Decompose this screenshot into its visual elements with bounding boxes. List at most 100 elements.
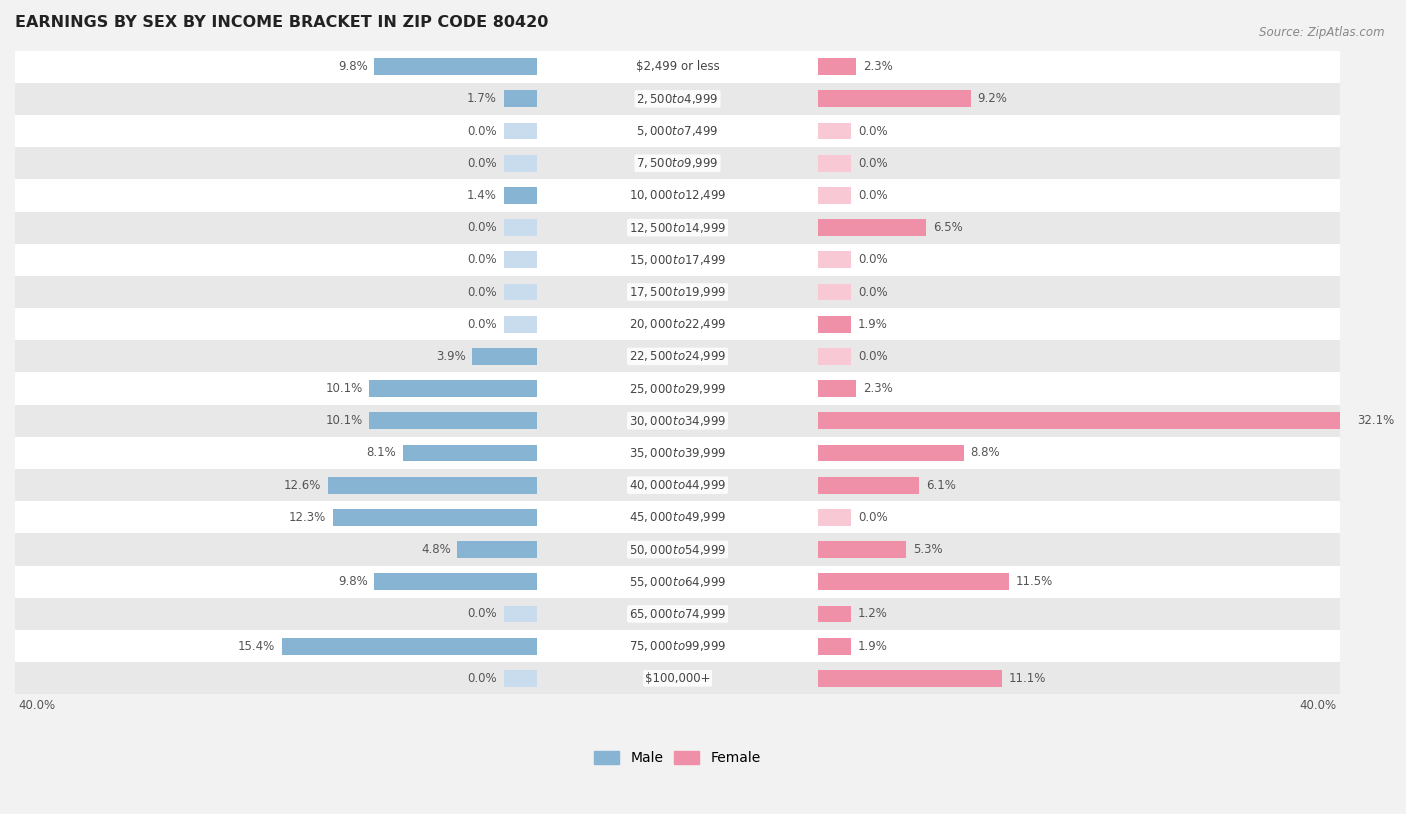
Bar [818,509,852,526]
Bar [503,219,537,236]
Bar [374,59,537,75]
Text: 0.0%: 0.0% [858,189,887,202]
Bar [472,348,537,365]
Bar [818,348,852,365]
Bar [15,50,1340,83]
Text: 0.0%: 0.0% [467,157,496,170]
Text: $40,000 to $44,999: $40,000 to $44,999 [628,478,727,492]
Text: 0.0%: 0.0% [467,253,496,266]
Text: 1.2%: 1.2% [858,607,889,620]
Text: 0.0%: 0.0% [467,607,496,620]
Text: 10.1%: 10.1% [326,414,363,427]
Bar [818,252,852,268]
Text: 9.2%: 9.2% [977,92,1007,105]
Bar [15,533,1340,566]
Text: 10.1%: 10.1% [326,382,363,395]
Text: 8.8%: 8.8% [970,447,1001,459]
Bar [503,606,537,623]
Text: 9.8%: 9.8% [337,575,368,589]
Text: 12.6%: 12.6% [284,479,322,492]
Bar [15,663,1340,694]
Bar [402,444,537,462]
Bar [15,630,1340,663]
Text: 0.0%: 0.0% [858,511,887,524]
Bar [15,83,1340,115]
Text: 0.0%: 0.0% [858,253,887,266]
Text: 11.1%: 11.1% [1010,672,1046,685]
Bar [15,147,1340,179]
Text: 32.1%: 32.1% [1357,414,1393,427]
Bar [15,115,1340,147]
Text: 0.0%: 0.0% [467,286,496,299]
Bar [15,212,1340,243]
Text: 9.8%: 9.8% [337,60,368,73]
Bar [503,316,537,333]
Text: 1.9%: 1.9% [858,317,889,330]
Bar [503,90,537,107]
Bar [15,243,1340,276]
Text: 1.4%: 1.4% [467,189,496,202]
Bar [15,309,1340,340]
Text: 2.3%: 2.3% [863,382,893,395]
Bar [818,606,852,623]
Text: 1.7%: 1.7% [467,92,496,105]
Text: 11.5%: 11.5% [1015,575,1053,589]
Bar [15,566,1340,597]
Bar [503,155,537,172]
Bar [370,413,537,429]
Bar [503,252,537,268]
Text: 1.9%: 1.9% [858,640,889,653]
Bar [503,283,537,300]
Bar [328,477,537,493]
Bar [818,444,965,462]
Bar [818,380,856,397]
Bar [374,573,537,590]
Bar [457,541,537,558]
Text: 0.0%: 0.0% [467,672,496,685]
Bar [818,155,852,172]
Bar [15,469,1340,501]
Text: $7,500 to $9,999: $7,500 to $9,999 [637,156,718,170]
Text: $30,000 to $34,999: $30,000 to $34,999 [628,414,727,428]
Bar [818,90,970,107]
Bar [818,638,852,654]
Text: 0.0%: 0.0% [467,221,496,234]
Text: $2,500 to $4,999: $2,500 to $4,999 [637,92,718,106]
Text: $45,000 to $49,999: $45,000 to $49,999 [628,510,727,524]
Bar [15,501,1340,533]
Text: 5.3%: 5.3% [912,543,942,556]
Bar [333,509,537,526]
Bar [818,573,1010,590]
Text: 0.0%: 0.0% [467,317,496,330]
Text: $17,500 to $19,999: $17,500 to $19,999 [628,285,727,299]
Text: $10,000 to $12,499: $10,000 to $12,499 [628,188,727,203]
Text: $25,000 to $29,999: $25,000 to $29,999 [628,382,725,396]
Text: 40.0%: 40.0% [18,699,55,712]
Bar [15,276,1340,309]
Text: 8.1%: 8.1% [366,447,396,459]
Text: 40.0%: 40.0% [1299,699,1337,712]
Text: 3.9%: 3.9% [436,350,465,363]
Bar [818,541,905,558]
Bar [503,670,537,687]
Text: $12,500 to $14,999: $12,500 to $14,999 [628,221,727,234]
Bar [15,405,1340,437]
Text: 4.8%: 4.8% [420,543,451,556]
Bar [818,219,927,236]
Bar [818,477,920,493]
Text: 15.4%: 15.4% [238,640,276,653]
Text: $35,000 to $39,999: $35,000 to $39,999 [628,446,727,460]
Bar [281,638,537,654]
Text: 0.0%: 0.0% [858,350,887,363]
Bar [503,187,537,204]
Text: 0.0%: 0.0% [858,157,887,170]
Text: $15,000 to $17,499: $15,000 to $17,499 [628,253,727,267]
Text: $65,000 to $74,999: $65,000 to $74,999 [628,607,727,621]
Text: $75,000 to $99,999: $75,000 to $99,999 [628,639,727,653]
Text: $22,500 to $24,999: $22,500 to $24,999 [628,349,727,363]
Bar [15,597,1340,630]
Bar [818,187,852,204]
Bar [503,123,537,139]
Text: 6.1%: 6.1% [927,479,956,492]
Text: $5,000 to $7,499: $5,000 to $7,499 [637,124,718,138]
